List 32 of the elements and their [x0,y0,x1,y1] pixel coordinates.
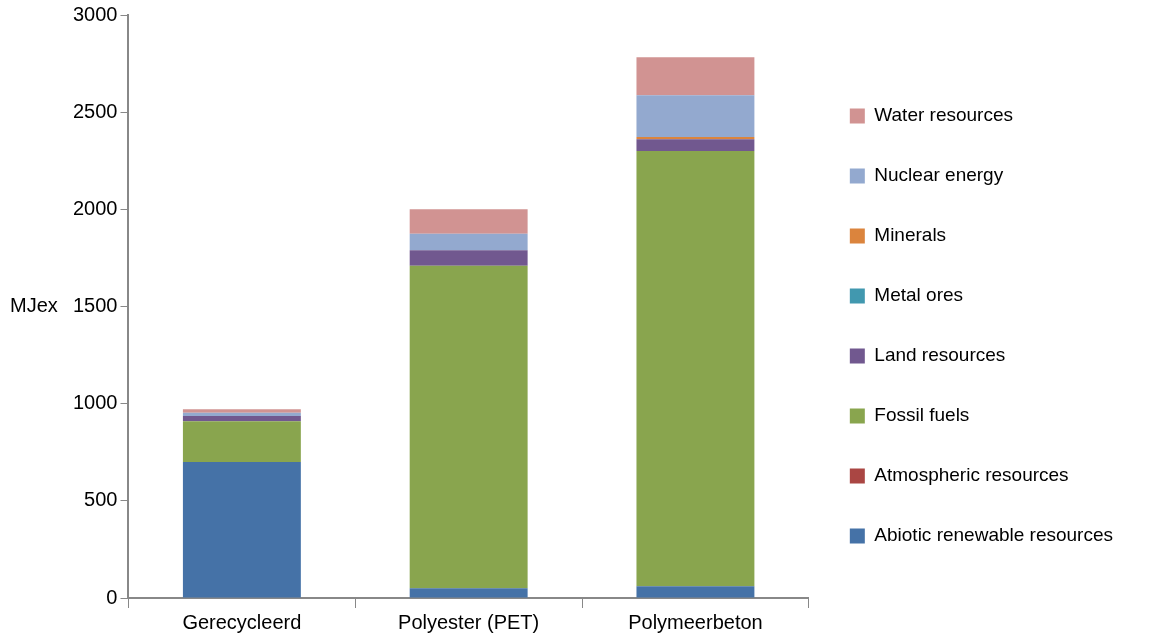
y-tick-label: 2000 [72,196,118,219]
x-tick-label: Polymeerbeton [628,610,763,633]
y-tick-label: 0 [106,585,118,608]
legend-label: Minerals [874,224,947,246]
x-tick-label: Polyester (PET) [398,610,540,633]
bar [409,209,528,234]
legend-label: Water resources [874,104,1013,126]
y-axis-title: MJex [10,294,58,317]
bar [636,151,755,587]
bar [409,233,528,251]
legend-label: Metal ores [874,284,964,306]
bar [636,586,755,598]
bar [636,139,755,152]
legend-label: Atmospheric resources [874,464,1069,486]
bar [182,415,301,422]
legend-label: Abiotic renewable resources [874,524,1114,546]
bar [182,421,301,462]
legend-label: Fossil fuels [874,404,970,426]
bar [182,461,301,598]
x-tick-label: Gerecycleerd [182,610,302,633]
bar [409,265,528,589]
bar [636,57,755,96]
y-tick-label: 1500 [72,294,118,317]
bar [409,250,528,266]
bar [409,588,528,598]
y-tick-label: 1000 [72,391,118,414]
y-tick-label: 3000 [72,2,118,25]
y-tick-label: 2500 [72,99,118,122]
legend-label: Nuclear energy [874,164,1004,186]
legend-label: Land resources [874,344,1006,366]
y-tick-label: 500 [84,488,118,511]
bar [636,95,755,138]
